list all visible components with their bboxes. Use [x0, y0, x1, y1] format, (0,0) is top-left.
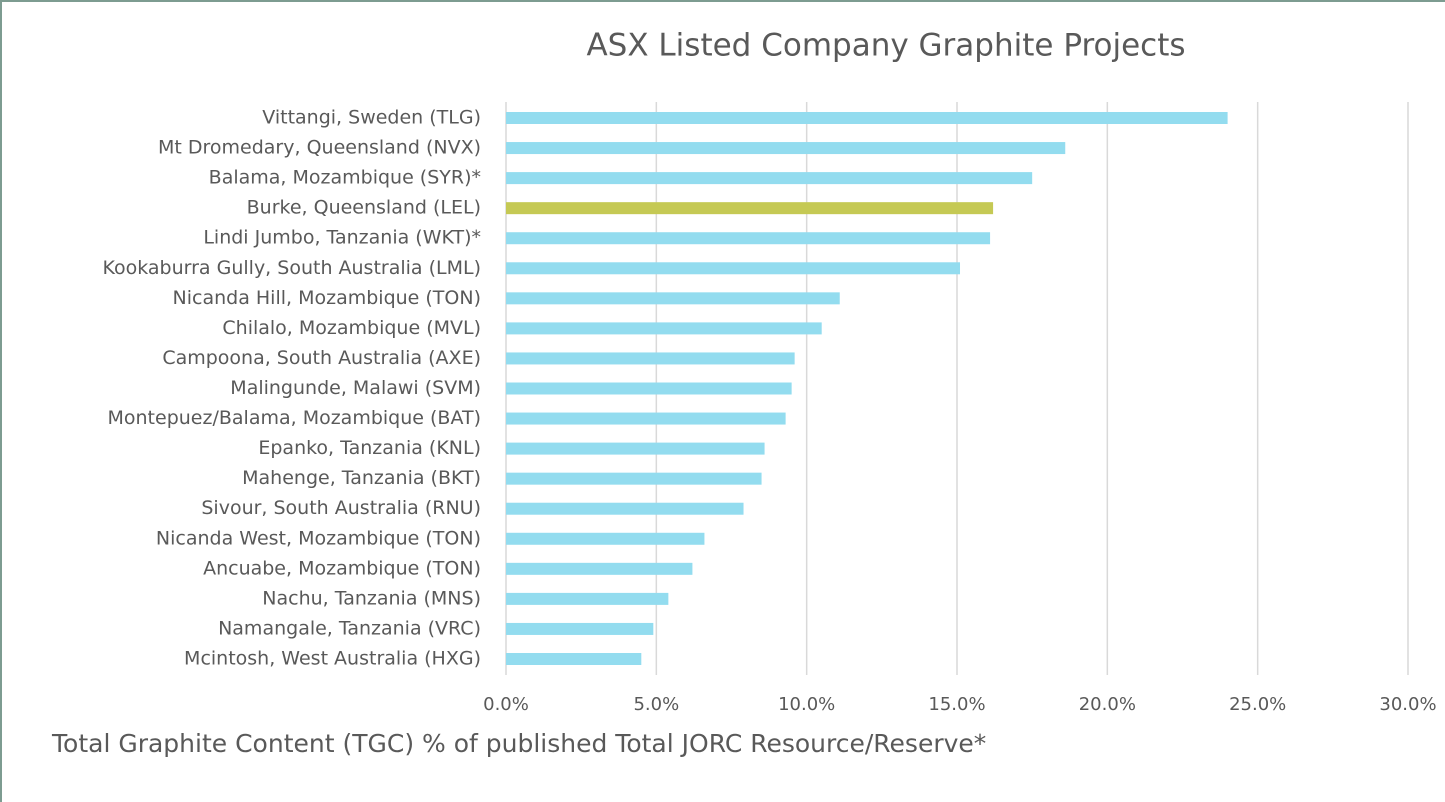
y-tick-label: Mt Dromedary, Queensland (NVX) — [158, 137, 481, 159]
y-tick-label: Balama, Mozambique (SYR)* — [209, 167, 481, 189]
bar — [506, 112, 1228, 124]
bar — [506, 292, 840, 305]
y-tick-label: Nicanda Hill, Mozambique (TON) — [173, 287, 481, 309]
bar — [506, 653, 642, 665]
y-tick-label: Vittangi, Sweden (TLG) — [262, 107, 481, 129]
y-tick-label: Lindi Jumbo, Tanzania (WKT)* — [203, 227, 481, 249]
y-tick-label: Kookaburra Gully, South Australia (LML) — [102, 257, 481, 279]
bar — [506, 382, 792, 395]
bar — [506, 352, 795, 365]
bar — [506, 592, 669, 605]
bar — [506, 472, 762, 485]
x-tick-label: 15.0% — [928, 694, 985, 715]
y-tick-label: Campoona, South Australia (AXE) — [162, 347, 481, 369]
x-tick-label: 30.0% — [1379, 694, 1436, 715]
y-tick-label: Epanko, Tanzania (KNL) — [258, 437, 481, 459]
y-tick-label: Mahenge, Tanzania (BKT) — [242, 467, 481, 489]
x-tick-label: 25.0% — [1229, 694, 1286, 715]
y-tick-label: Malingunde, Malawi (SVM) — [230, 377, 481, 399]
y-tick-label: Montepuez/Balama, Mozambique (BAT) — [108, 407, 482, 429]
bar — [506, 262, 961, 275]
y-tick-label: Mcintosh, West Australia (HXG) — [184, 648, 481, 670]
bar — [506, 532, 705, 545]
bar — [506, 412, 786, 425]
x-tick-label: 20.0% — [1079, 694, 1136, 715]
bar — [506, 172, 1033, 185]
y-tick-label: Burke, Queensland (LEL) — [247, 197, 481, 219]
y-tick-label: Ancuabe, Mozambique (TON) — [203, 557, 481, 579]
x-tick-label: 0.0% — [483, 694, 529, 715]
bar — [506, 322, 822, 335]
y-tick-label: Nachu, Tanzania (MNS) — [262, 587, 481, 609]
x-axis-label: Total Graphite Content (TGC) % of publis… — [51, 729, 986, 758]
y-tick-label: Nicanda West, Mozambique (TON) — [156, 527, 481, 549]
y-tick-label: Sivour, South Australia (RNU) — [201, 497, 481, 519]
x-tick-label: 10.0% — [778, 694, 835, 715]
bar — [506, 232, 991, 245]
bar — [506, 622, 654, 635]
y-tick-label: Namangale, Tanzania (VRC) — [218, 617, 481, 639]
y-tick-label: Chilalo, Mozambique (MVL) — [222, 317, 481, 339]
x-tick-label: 5.0% — [633, 694, 679, 715]
bar — [506, 442, 765, 455]
bar — [506, 562, 693, 575]
bar — [506, 202, 994, 215]
bar — [506, 502, 744, 515]
chart-title: ASX Listed Company Graphite Projects — [586, 28, 1185, 64]
bar — [506, 142, 1066, 155]
